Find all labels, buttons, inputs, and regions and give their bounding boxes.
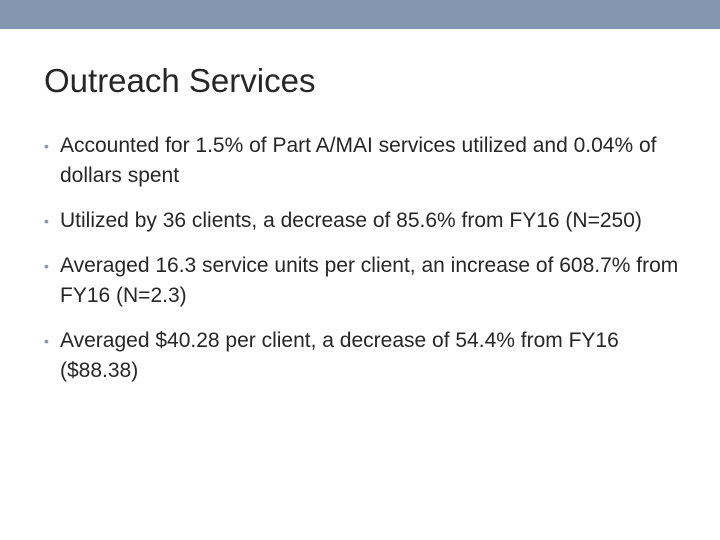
bullet-dot-icon: • [44, 138, 49, 154]
bullet-item: • Accounted for 1.5% of Part A/MAI servi… [44, 131, 684, 191]
bullet-dot-icon: • [44, 213, 49, 229]
bullet-item: • Averaged $40.28 per client, a decrease… [44, 326, 684, 386]
bullet-item: • Utilized by 36 clients, a decrease of … [44, 206, 684, 236]
bullet-item: • Averaged 16.3 service units per client… [44, 251, 684, 311]
bullet-dot-icon: • [44, 258, 49, 274]
bullet-text: Averaged 16.3 service units per client, … [60, 254, 679, 307]
bullet-text: Averaged $40.28 per client, a decrease o… [60, 329, 619, 382]
bullet-text: Accounted for 1.5% of Part A/MAI service… [60, 134, 657, 187]
top-accent-band [0, 0, 720, 29]
bullet-text: Utilized by 36 clients, a decrease of 85… [60, 209, 642, 232]
bullet-dot-icon: • [44, 333, 49, 349]
slide-title: Outreach Services [44, 62, 316, 99]
bullet-list: • Accounted for 1.5% of Part A/MAI servi… [44, 131, 684, 401]
